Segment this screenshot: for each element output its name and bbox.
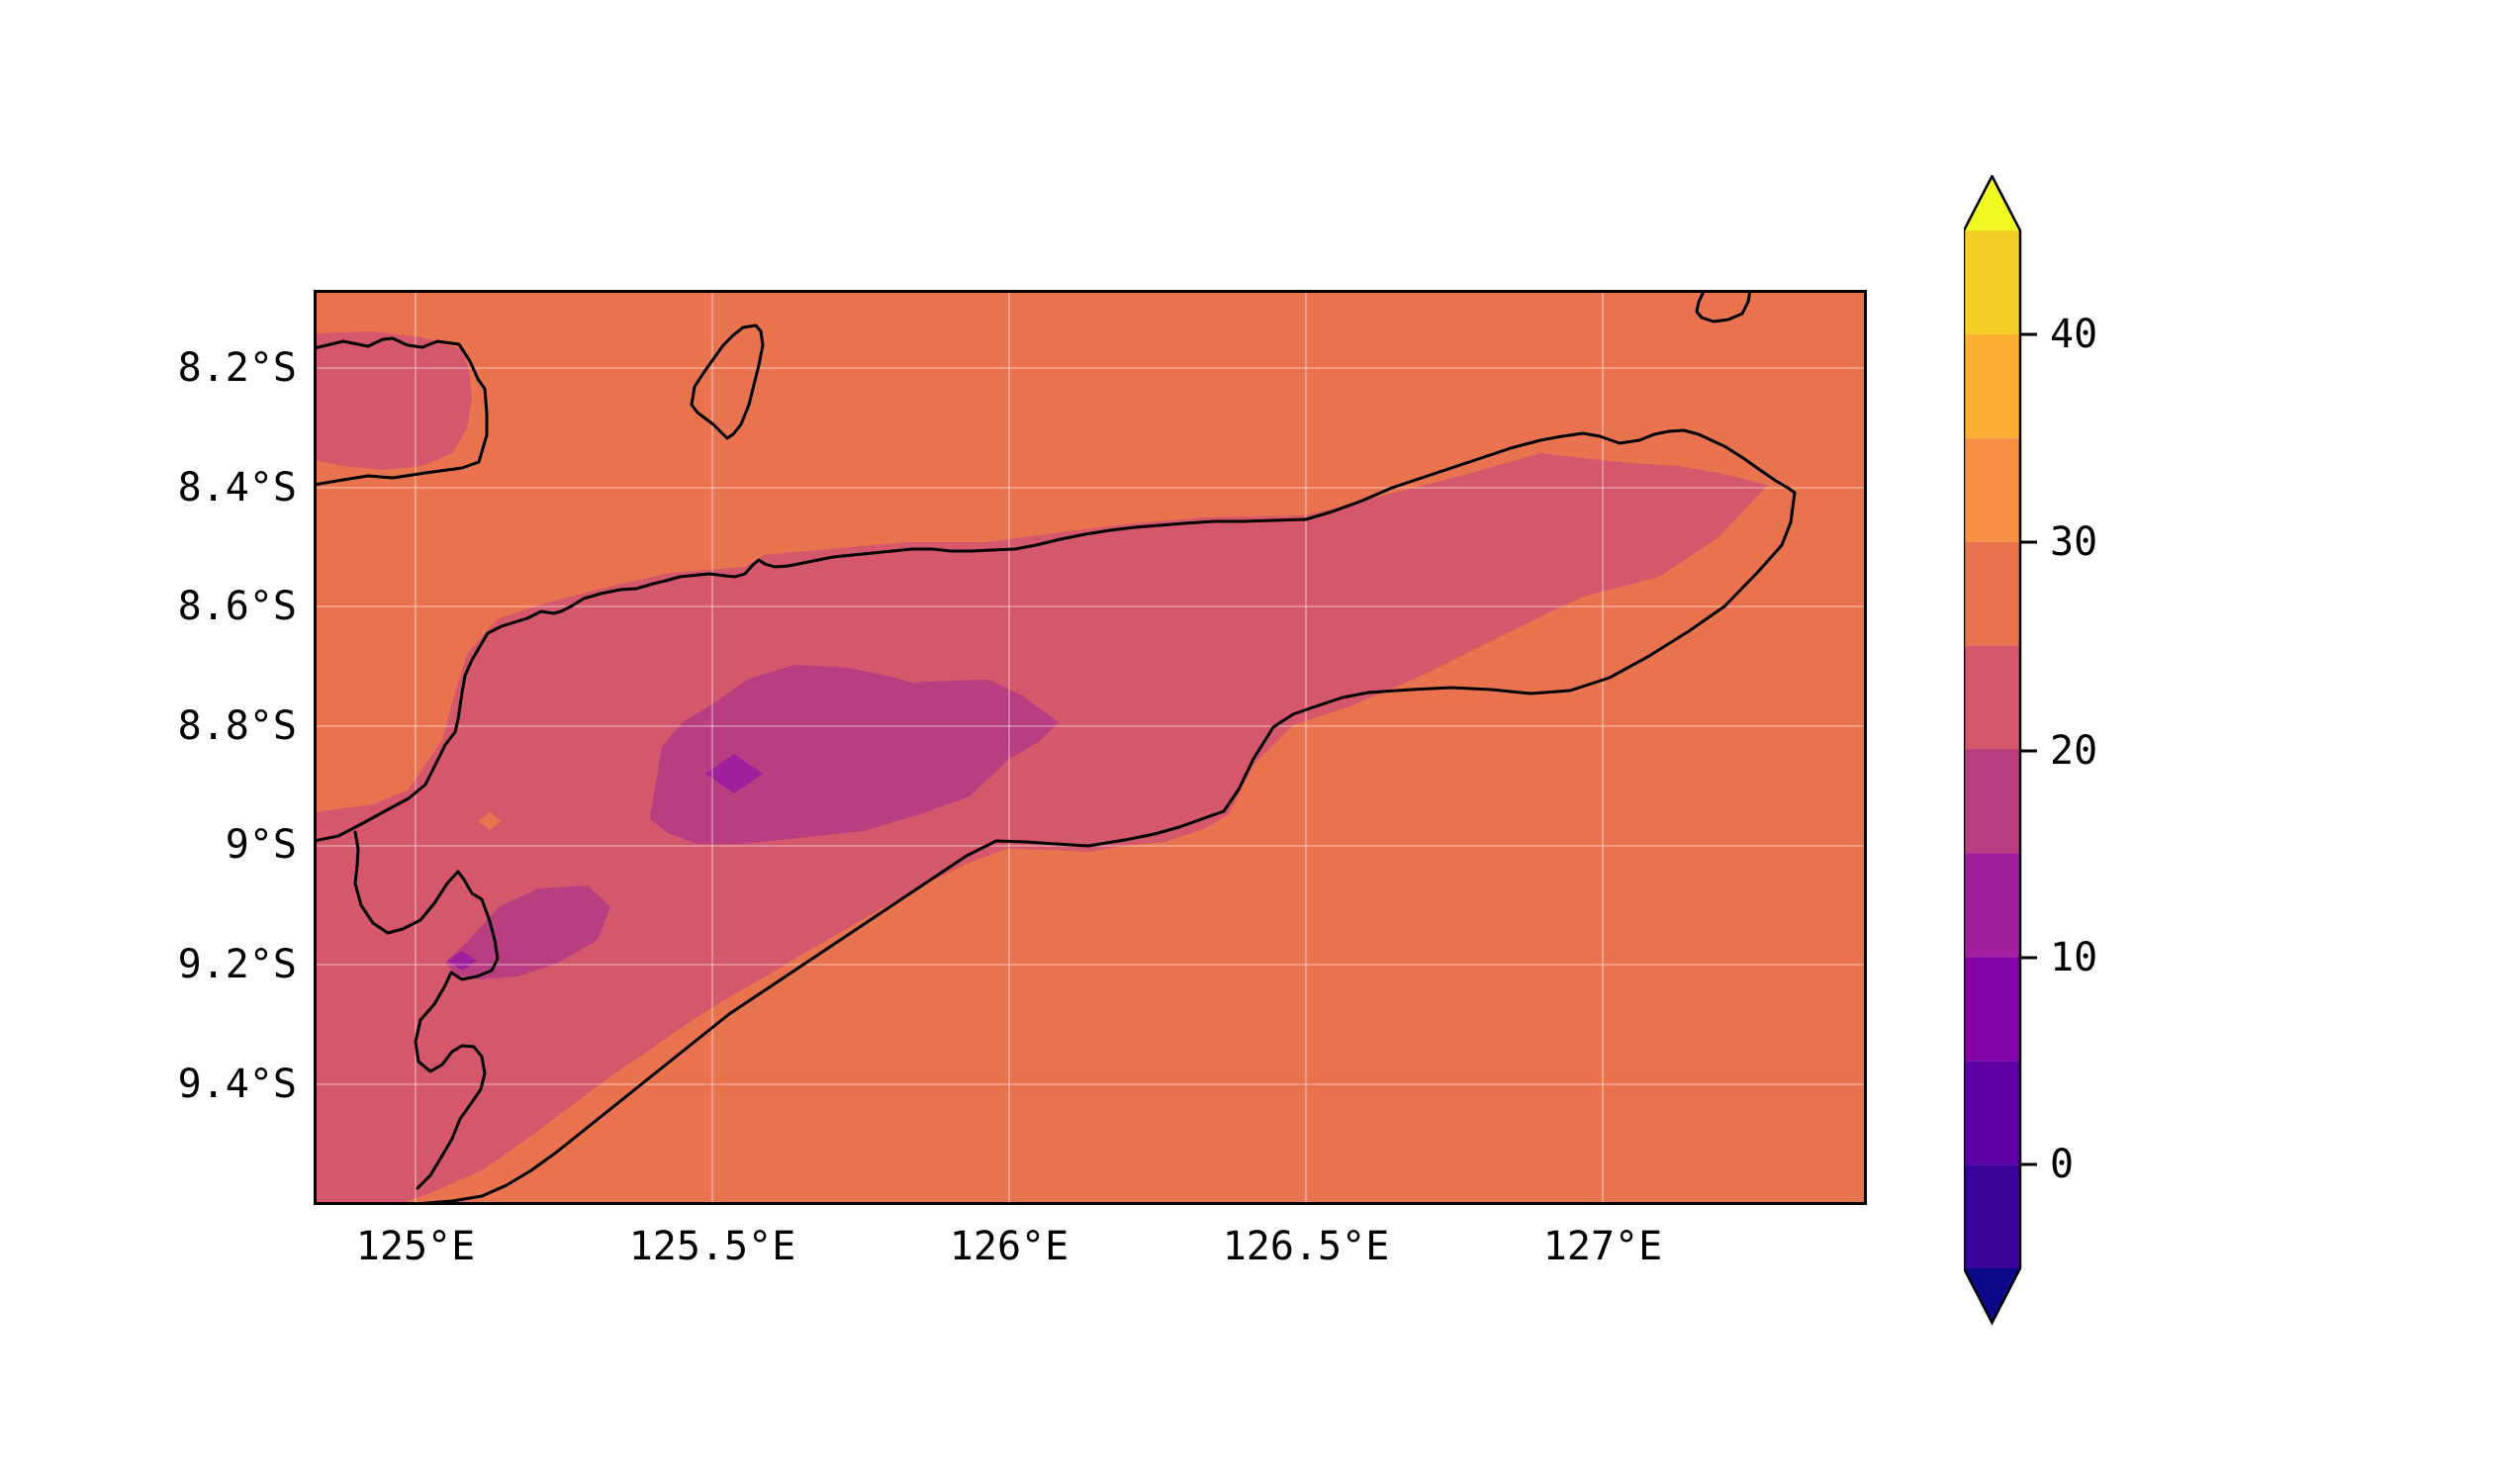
colorbar-label-0: 0	[2050, 1142, 2075, 1187]
x-tick-125.5E: 125.5°E	[628, 1224, 796, 1269]
colorbar-label-10: 10	[2050, 935, 2098, 980]
colorbar-band-5-10	[1964, 957, 2020, 1062]
colorbar-under-arrow	[1964, 1268, 2020, 1323]
contour-fill-sw-cold-spot-10-15	[447, 951, 477, 971]
y-tick-8.2S: 8.2°S	[177, 345, 297, 391]
border-inlet-line	[353, 830, 500, 1190]
y-tick-9.4S: 9.4°S	[177, 1062, 297, 1107]
colorbar-label-20: 20	[2050, 728, 2098, 774]
x-tick-125E: 125°E	[355, 1224, 476, 1269]
timor-north-coastline	[314, 428, 1797, 843]
colorbar-band-m5-0	[1964, 1164, 2020, 1268]
coastlines-layer	[314, 290, 1797, 1205]
y-tick-9S: 9°S	[225, 822, 297, 868]
colorbar-band-15-20	[1964, 749, 2020, 854]
timor-south-coastline	[405, 491, 1797, 1205]
y-tick-9.2S: 9.2°S	[177, 942, 297, 987]
map-plot-area	[314, 290, 1867, 1205]
colorbar-band-10-15	[1964, 853, 2020, 958]
colorbar-label-30: 30	[2050, 519, 2098, 565]
alor-coastline-fragment	[314, 336, 489, 487]
colorbar-band-40-45	[1964, 231, 2020, 334]
y-tick-8.4S: 8.4°S	[177, 465, 297, 510]
wetar-coastline-fragment	[1695, 290, 1752, 324]
atauro-island-outline	[690, 324, 765, 440]
colorbar-bands	[1964, 176, 2020, 1323]
plot-frame-border	[314, 290, 1867, 1205]
contour-fill-warm-spot-25-30	[478, 812, 502, 830]
contour-fill-central-blob-15-20	[650, 665, 1059, 844]
contour-fill-southwest-blob-15-20	[445, 885, 610, 979]
colorbar-band-25-30	[1964, 541, 2020, 646]
x-tick-127E: 127°E	[1542, 1224, 1663, 1269]
colorbar	[1964, 175, 2037, 1326]
contour-fill-timor-band-20-25	[314, 453, 1768, 1205]
y-tick-8.8S: 8.8°S	[177, 703, 297, 749]
colorbar-label-40: 40	[2050, 312, 2098, 357]
contour-fill-coldest-spot-10-15	[705, 754, 763, 793]
y-tick-8.6S: 8.6°S	[177, 584, 297, 629]
contour-fill-alor-patch-20-25	[314, 331, 472, 470]
x-tick-126E: 126°E	[949, 1224, 1069, 1269]
colorbar-outline	[1964, 175, 2022, 1326]
colorbar-band-20-25	[1964, 645, 2020, 750]
colorbar-band-35-40	[1964, 333, 2020, 438]
colorbar-over-arrow	[1964, 176, 2020, 231]
graticule-gridlines	[314, 290, 1867, 1205]
colorbar-band-30-35	[1964, 437, 2020, 542]
x-tick-126.5E: 126.5°E	[1222, 1224, 1390, 1269]
colorbar-tick-marks	[2020, 332, 2037, 1166]
colorbar-band-0-5	[1964, 1061, 2020, 1165]
